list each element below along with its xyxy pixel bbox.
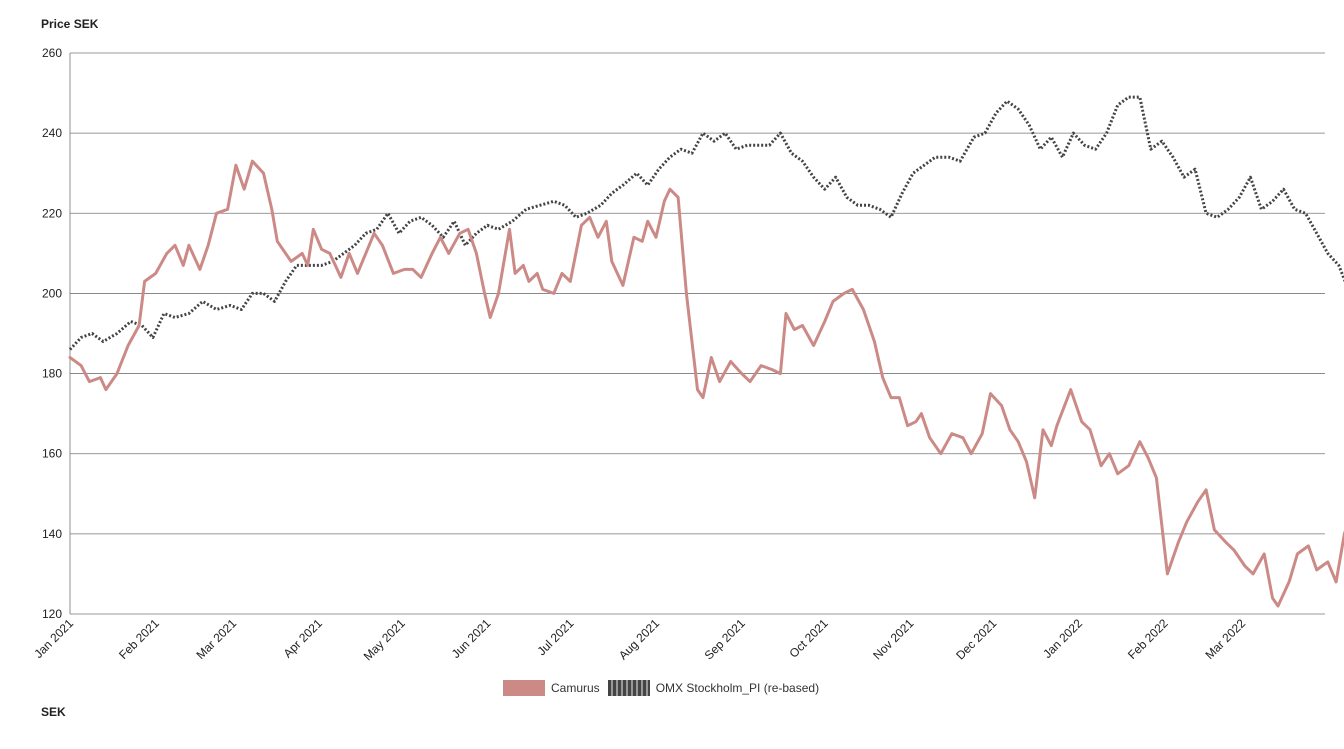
y-axis-title: Price SEK [41, 17, 99, 31]
x-tick-feb-2022: Feb 2022 [1125, 616, 1171, 662]
x-tick-aug-2021: Aug 2021 [616, 616, 662, 662]
x-tick-apr-2021: Apr 2021 [281, 616, 326, 661]
x-tick-jun-2021: Jun 2021 [449, 616, 494, 661]
x-tick-may-2021: May 2021 [361, 616, 408, 663]
legend-label-camurus: Camurus [551, 681, 600, 695]
series-line-camurus [68, 159, 1344, 608]
y-tick-120: 120 [42, 607, 62, 621]
legend-item-camurus[interactable]: Camurus [503, 680, 600, 696]
y-tick-240: 240 [42, 126, 62, 140]
series-lines [68, 95, 1344, 608]
grid-lines [69, 52, 1325, 615]
x-tick-mar-2021: Mar 2021 [193, 616, 239, 662]
x-tick-mar-2022: Mar 2022 [1202, 616, 1248, 662]
unit-label: SEK [41, 705, 66, 719]
x-tick-nov-2021: Nov 2021 [870, 616, 916, 662]
y-tick-180: 180 [42, 367, 62, 381]
y-tick-260: 260 [42, 46, 62, 60]
y-tick-220: 220 [42, 206, 62, 220]
x-tick-feb-2021: Feb 2021 [116, 616, 162, 662]
y-tick-140: 140 [42, 527, 62, 541]
x-tick-labels: Jan 2021 Feb 2021 Mar 2021 Apr 2021 May 2021… [31, 616, 1248, 663]
x-tick-jan-2021: Jan 2021 [31, 616, 76, 661]
x-tick-jul-2021: Jul 2021 [534, 616, 576, 658]
x-tick-jan-2022: Jan 2022 [1040, 616, 1085, 661]
legend-label-omx: OMX Stockholm_PI (re-based) [655, 681, 820, 695]
y-tick-160: 160 [42, 447, 62, 461]
legend-swatch-omx [607, 680, 650, 696]
x-tick-dec-2021: Dec 2021 [953, 616, 999, 662]
legend-item-omx[interactable]: OMX Stockholm_PI (re-based) [600, 680, 819, 696]
y-tick-labels: 120 140 160 180 200 220 240 260 [42, 46, 62, 621]
x-tick-sep-2021: Sep 2021 [702, 616, 748, 662]
x-tick-oct-2021: Oct 2021 [786, 616, 831, 661]
legend-swatch-camurus [503, 680, 545, 696]
legend: Camurus OMX Stockholm_PI (re-based) [503, 680, 819, 696]
series-line-omx [68, 95, 1344, 351]
y-tick-200: 200 [42, 286, 62, 300]
